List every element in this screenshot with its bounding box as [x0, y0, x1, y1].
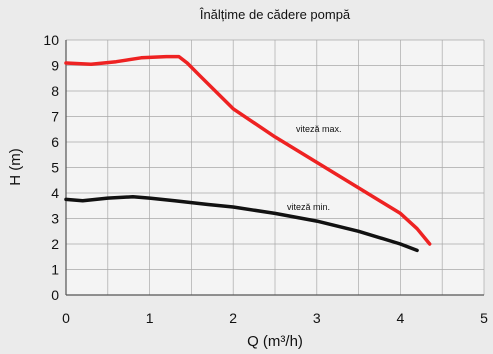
y-tick-label: 9	[51, 58, 59, 74]
y-tick-label: 1	[51, 262, 59, 278]
series-line-max-speed	[64, 54, 432, 246]
y-tick-label: 5	[51, 160, 59, 176]
y-axis-title: H (m)	[7, 148, 24, 186]
y-tick-label: 2	[51, 236, 59, 252]
y-tick-label: 10	[43, 32, 59, 48]
x-tick-label: 3	[313, 310, 321, 326]
y-tick-label: 6	[51, 134, 59, 150]
series-line-min-speed	[64, 195, 419, 253]
series-label-min: viteză min.	[287, 202, 330, 212]
tick-labels: 0 1 2 3 4 5 0 1 2 3 4 5 6 7 8 9 10	[43, 32, 488, 326]
x-tick-label: 0	[62, 310, 70, 326]
y-tick-label: 4	[51, 185, 59, 201]
x-tick-label: 5	[480, 310, 488, 326]
y-tick-label: 3	[51, 211, 59, 227]
series-label-max: viteză max.	[296, 124, 342, 134]
y-tick-label: 7	[51, 109, 59, 125]
axes	[65, 40, 484, 296]
y-tick-label: 0	[51, 287, 59, 303]
chart-title: Înălțime de cădere pompă	[199, 7, 351, 22]
x-axis-title: Q (m³/h)	[247, 333, 303, 350]
y-tick-label: 8	[51, 83, 59, 99]
x-tick-label: 4	[397, 310, 405, 326]
x-tick-label: 1	[146, 310, 154, 326]
x-tick-label: 2	[229, 310, 237, 326]
series-layer	[64, 54, 432, 253]
